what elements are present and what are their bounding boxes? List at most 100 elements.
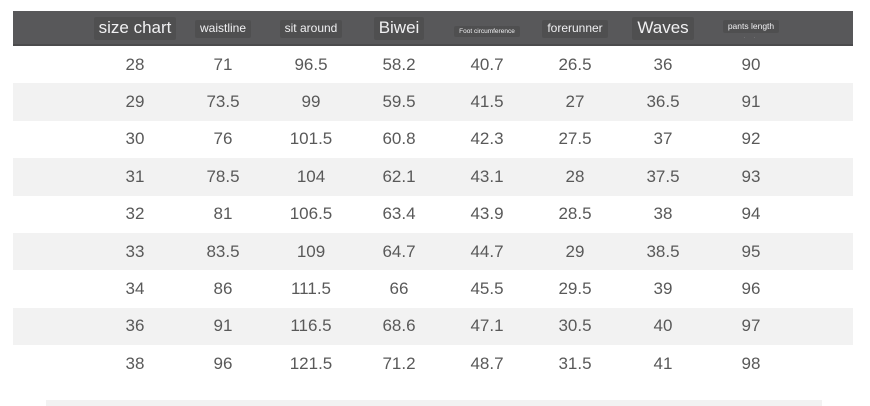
column-header: sit around xyxy=(267,19,355,38)
table-row: 33 83.5 109 64.7 44.7 29 38.5 95 xyxy=(13,232,853,271)
table-header-row: size chart waistline sit around Biwei Fo… xyxy=(13,11,853,46)
column-header-label: Waves xyxy=(632,17,694,40)
table-cell: 95 xyxy=(741,241,761,261)
table-body: 28 71 96.5 58.2 40.7 26.5 36 90 29 73.5 99 59.5 41.5… xyxy=(13,46,853,383)
table-cell: 83.5 xyxy=(206,241,240,261)
table-row: 31 78.5 104 62.1 43.1 28 37.5 93 xyxy=(13,158,853,196)
table-cell: 91 xyxy=(213,316,233,336)
table-cell: 96 xyxy=(741,279,761,299)
column-header-label: size chart xyxy=(93,17,177,40)
table-cell: 44.7 xyxy=(470,241,504,261)
table-cell: 94 xyxy=(741,204,761,224)
column-header: size chart xyxy=(91,17,179,40)
table-cell: 106.5 xyxy=(289,204,333,224)
column-header-label: sit around xyxy=(279,20,343,38)
table-cell: 30.5 xyxy=(558,316,592,336)
table-row: 32 81 106.5 63.4 43.9 28.5 38 94 xyxy=(13,196,853,233)
table-cell: 92 xyxy=(741,129,761,149)
column-header-label: pants length xyxy=(722,19,780,34)
table-cell: 101.5 xyxy=(289,129,333,149)
table-cell: 63.4 xyxy=(382,204,416,224)
table-cell: 37.5 xyxy=(646,166,680,186)
table-cell: 37 xyxy=(653,129,673,149)
table-row: 30 76 101.5 60.8 42.3 27.5 37 92 xyxy=(13,121,853,158)
table-cell: 31 xyxy=(125,166,145,186)
table-cell: 47.1 xyxy=(470,316,504,336)
column-header: pants length · · xyxy=(707,16,795,41)
table-cell: 43.1 xyxy=(470,166,504,186)
table-cell: 32 xyxy=(125,204,145,224)
table-cell: 26.5 xyxy=(558,54,592,74)
table-cell: 29 xyxy=(565,241,585,261)
table-cell: 33 xyxy=(125,241,145,261)
table-cell: 96 xyxy=(213,353,233,373)
bottom-divider xyxy=(46,400,822,406)
column-header: Biwei xyxy=(355,17,443,40)
table-cell: 121.5 xyxy=(289,353,333,373)
table-cell: 66 xyxy=(389,279,409,299)
table-cell: 76 xyxy=(213,129,233,149)
table-row: 29 73.5 99 59.5 41.5 27 36.5 91 xyxy=(13,83,853,121)
column-header-label: forerunner xyxy=(542,20,608,38)
table-cell: 59.5 xyxy=(382,92,416,112)
column-header-label: Foot circumference xyxy=(454,25,520,37)
table-cell: 30 xyxy=(125,129,145,149)
table-cell: 91 xyxy=(741,92,761,112)
table-cell: 78.5 xyxy=(206,166,240,186)
size-chart-table: size chart waistline sit around Biwei Fo… xyxy=(13,11,853,383)
table-cell: 36 xyxy=(653,54,673,74)
table-cell: 28.5 xyxy=(558,204,592,224)
table-cell: 28 xyxy=(565,166,585,186)
table-row: 38 96 121.5 71.2 48.7 31.5 41 98 xyxy=(13,345,853,382)
table-cell: 31.5 xyxy=(558,353,592,373)
table-cell: 36.5 xyxy=(646,92,680,112)
table-cell: 27.5 xyxy=(558,129,592,149)
table-cell: 43.9 xyxy=(470,204,504,224)
column-header: forerunner xyxy=(531,19,619,38)
column-header: Foot circumference xyxy=(443,20,531,38)
column-header-label: waistline xyxy=(194,20,252,38)
table-cell: 27 xyxy=(565,92,585,112)
table-cell: 29 xyxy=(125,92,145,112)
table-cell: 64.7 xyxy=(382,241,416,261)
table-row: 34 86 111.5 66 45.5 29.5 39 96 xyxy=(13,270,853,307)
table-cell: 40.7 xyxy=(470,54,504,74)
table-cell: 36 xyxy=(125,316,145,336)
table-cell: 45.5 xyxy=(470,279,504,299)
table-cell: 116.5 xyxy=(290,316,332,336)
table-cell: 42.3 xyxy=(470,129,504,149)
table-cell: 71 xyxy=(213,54,233,74)
table-cell: 28 xyxy=(125,54,145,74)
table-cell: 40 xyxy=(653,316,673,336)
table-cell: 29.5 xyxy=(558,279,592,299)
table-cell: 41 xyxy=(653,353,673,373)
table-cell: 90 xyxy=(741,54,761,74)
column-header-label: Biwei xyxy=(373,17,425,40)
table-row: 28 71 96.5 58.2 40.7 26.5 36 90 xyxy=(13,46,853,83)
table-cell: 58.2 xyxy=(382,54,416,74)
table-cell: 111.5 xyxy=(290,279,332,299)
table-cell: 86 xyxy=(213,279,233,299)
table-cell: 96.5 xyxy=(294,54,328,74)
table-cell: 98 xyxy=(741,353,761,373)
table-cell: 38 xyxy=(125,353,145,373)
table-cell: 99 xyxy=(301,92,321,112)
table-cell: 60.8 xyxy=(382,129,416,149)
column-header-subtext: · · xyxy=(743,34,759,41)
column-header: waistline xyxy=(179,19,267,38)
table-cell: 48.7 xyxy=(470,353,504,373)
table-cell: 41.5 xyxy=(470,92,504,112)
column-header: Waves xyxy=(619,17,707,40)
table-cell: 97 xyxy=(741,316,761,336)
table-cell: 104 xyxy=(296,166,326,186)
table-cell: 34 xyxy=(125,279,145,299)
table-cell: 73.5 xyxy=(206,92,240,112)
table-cell: 81 xyxy=(213,204,233,224)
table-cell: 109 xyxy=(296,241,326,261)
table-cell: 39 xyxy=(653,279,673,299)
table-cell: 38.5 xyxy=(646,241,680,261)
table-cell: 62.1 xyxy=(382,166,416,186)
table-cell: 68.6 xyxy=(382,316,416,336)
table-cell: 71.2 xyxy=(382,353,416,373)
